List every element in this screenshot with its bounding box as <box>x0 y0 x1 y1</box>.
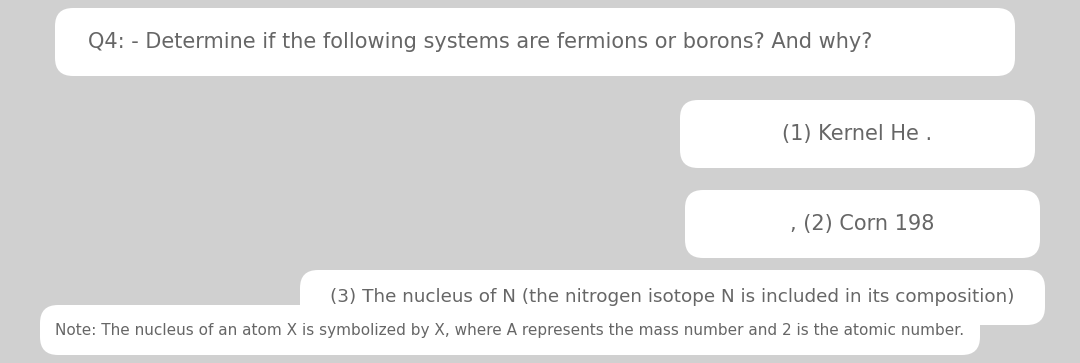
FancyBboxPatch shape <box>300 270 1045 325</box>
FancyBboxPatch shape <box>680 100 1035 168</box>
FancyBboxPatch shape <box>40 305 980 355</box>
FancyBboxPatch shape <box>55 8 1015 76</box>
Text: Note: The nucleus of an atom X is symbolized by X, where A represents the mass n: Note: The nucleus of an atom X is symbol… <box>55 322 964 338</box>
Text: (1) Kernel He .: (1) Kernel He . <box>782 124 932 144</box>
Text: Q4: - Determine if the following systems are fermions or borons? And why?: Q4: - Determine if the following systems… <box>87 32 873 52</box>
Text: (3) The nucleus of N (the nitrogen isotope N is included in its composition): (3) The nucleus of N (the nitrogen isoto… <box>329 288 1014 306</box>
Text: , (2) Corn 198: , (2) Corn 198 <box>789 214 934 234</box>
FancyBboxPatch shape <box>685 190 1040 258</box>
